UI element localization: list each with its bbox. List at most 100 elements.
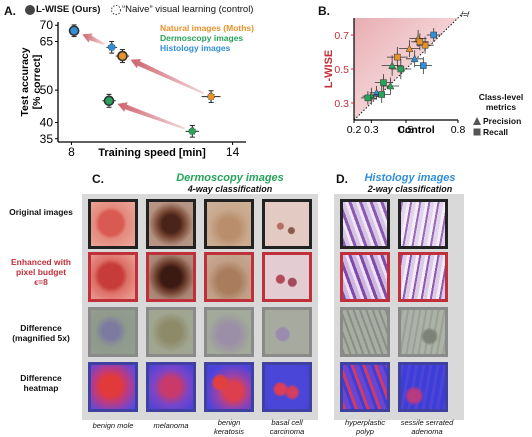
chart-a-xtick-label-1: 14 <box>226 145 240 159</box>
chart-a-ylabel: Test accuracy[% correct] <box>19 47 43 116</box>
derm-difference-basal-cell-carcinoma <box>262 307 312 357</box>
chart-a-point-lwise-histology <box>68 25 80 37</box>
chart-b-xtick-label-3: 0.8 <box>451 124 466 136</box>
chart-a-point-lwise-dermoscopy <box>103 95 115 107</box>
histo-enhanced-hyperplastic-polyp <box>340 252 390 302</box>
chart-b-point-10-dermoscopy-recall <box>397 65 405 73</box>
row-label-enhanced-l1: Enhanced with <box>11 257 71 267</box>
caption-hyperplastic-polyp: hyperplastic polyp <box>344 418 386 436</box>
caption-sessile-serrated-adenoma: sessile serrated adenoma <box>400 418 454 436</box>
chart-b-xtick-label-2: 0.5 <box>399 124 414 136</box>
derm-enhanced-melanoma <box>146 252 196 302</box>
chart-a-xlabel: Training speed [min] <box>98 147 206 159</box>
row-label-enhanced: Enhanced with pixel budget ϵ=8 <box>4 257 78 287</box>
derm-difference-benign-mole <box>88 307 138 357</box>
histo-enhanced-sessile-serrated-adenoma <box>398 252 448 302</box>
recall-square-icon <box>473 128 481 136</box>
derm-enhanced-benign-keratosis <box>204 252 254 302</box>
legend-naive-label: “Naive” visual learning (control) <box>122 4 254 15</box>
chart-a-point-naive-natural <box>207 92 215 101</box>
chart-b-identity-line <box>353 13 463 121</box>
derm-heatmap-basal-cell-carcinoma <box>262 362 312 412</box>
chart-a-xtick-label-0: 8 <box>68 145 75 159</box>
caption-basal-cell-carcinoma: basal cell carcinoma <box>269 418 305 436</box>
chart-b-point-3-natural-recall <box>416 38 424 46</box>
row-label-heatmap-l1: Difference <box>20 373 62 383</box>
legend-b-title-line2: metrics <box>485 102 517 112</box>
chart-b-ylabel: L-WISE <box>323 50 335 89</box>
derm-difference-melanoma <box>146 307 196 357</box>
caption-benign-keratosis: benign keratosis <box>213 418 244 436</box>
chart-b-ytick-label-0: 0.3 <box>334 98 349 110</box>
row-label-enhanced-l2: pixel budget <box>15 267 67 277</box>
derm-difference-benign-keratosis <box>204 307 254 357</box>
panel-a-letter: A. <box>4 4 16 18</box>
chart-a-point-naive-histology <box>107 43 116 52</box>
row-label-difference-l1: Difference <box>20 323 62 333</box>
chart-b-point-15-dermoscopy-precision <box>386 81 395 90</box>
chart-b-xlabel: Control <box>397 124 434 136</box>
derm-enhanced-basal-cell-carcinoma <box>262 252 312 302</box>
panel-c-title: Dermoscopy images <box>176 172 284 184</box>
chart-a-ytick-label-4: 70 <box>40 18 54 32</box>
chart-b-point-2-natural-precision <box>405 44 414 52</box>
chart-b-point-7-histology-recall <box>420 62 427 69</box>
chart-b-point-6-histology-precision <box>410 54 419 63</box>
row-label-difference-l2: (magnified 5x) <box>12 333 70 343</box>
histo-heatmap-hyperplastic-polyp <box>340 362 390 412</box>
chart-a-ylabel-line1: Test accuracy <box>19 47 31 116</box>
panel-c-letter: C. <box>92 172 104 186</box>
row-label-enhanced-l3: ϵ=8 <box>34 277 48 287</box>
histo-heatmap-sessile-serrated-adenoma <box>398 362 448 412</box>
legend-histology-label: Histology images <box>160 43 231 53</box>
chart-b-xtick-label-0: 0.2 <box>347 124 362 136</box>
chart-a-arrow-natural <box>130 59 205 95</box>
legend-lwise-label: L-WISE (Ours) <box>36 4 101 15</box>
histo-original-hyperplastic-polyp <box>340 199 390 249</box>
chart-b-identity-label: f=f <box>461 12 470 19</box>
legend-dermoscopy-label: Dermoscopy images <box>160 33 244 43</box>
panel-d-letter: D. <box>336 172 348 186</box>
row-label-original-text: Original images <box>9 207 73 217</box>
caption-melanoma: melanoma <box>153 421 189 430</box>
legend-lwise-marker-icon <box>25 5 35 15</box>
chart-a-ylabel-line2: [% correct] <box>31 55 43 110</box>
derm-original-benign-keratosis <box>204 199 254 249</box>
row-label-original: Original images <box>4 207 78 217</box>
derm-enhanced-benign-mole <box>88 252 138 302</box>
row-label-heatmap-l2: heatmap <box>23 383 59 393</box>
derm-heatmap-benign-mole <box>88 362 138 412</box>
legend-naive-marker-icon <box>111 5 121 15</box>
derm-original-basal-cell-carcinoma <box>262 199 312 249</box>
chart-b-point-1-natural-recall <box>421 41 429 49</box>
chart-a-ytick-label-2: 50 <box>40 83 54 97</box>
chart-b-point-14-dermoscopy-recall <box>378 91 385 98</box>
precision-triangle-icon <box>473 117 481 125</box>
chart-a-ytick-label-3: 65 <box>40 34 54 48</box>
derm-heatmap-melanoma <box>146 362 196 412</box>
chart-a-point-naive-dermoscopy <box>188 127 197 136</box>
panel-b-letter: B. <box>318 4 330 18</box>
panel-d-title: Histology images <box>364 172 456 184</box>
chart-a-ytick-label-1: 40 <box>40 116 54 130</box>
histo-original-sessile-serrated-adenoma <box>398 199 448 249</box>
chart-b-ytick-label-2: 0.7 <box>334 30 349 42</box>
chart-b-point-13-dermoscopy-recall <box>364 94 372 102</box>
chart-b-point-11-dermoscopy-recall <box>380 79 387 86</box>
panel-c-subtitle: 4-way classification <box>187 184 273 194</box>
caption-benign-mole: benign mole <box>92 421 134 430</box>
chart-b-point-5-histology-recall <box>430 31 437 39</box>
chart-a-arrow-dermoscopy <box>117 102 186 130</box>
legend-b-title: Class-level metrics <box>472 92 530 112</box>
chart-b-point-4-natural-recall <box>394 53 401 61</box>
chart-a-plot: 35 40 50 65 70 8 14 Training speed [min] Test ac… <box>19 18 246 159</box>
chart-b-xtick-label-1: 0.3 <box>364 124 379 136</box>
legend-b-title-line1: Class-level <box>478 92 524 102</box>
histo-difference-sessile-serrated-adenoma <box>398 307 448 357</box>
chart-b-ytick-label-1: 0.5 <box>334 64 349 76</box>
derm-heatmap-benign-keratosis <box>204 362 254 412</box>
panel-d-subtitle: 2-way classification <box>367 184 453 194</box>
row-label-difference: Difference (magnified 5x) <box>4 323 78 343</box>
legend-recall-label: Recall <box>483 127 509 137</box>
